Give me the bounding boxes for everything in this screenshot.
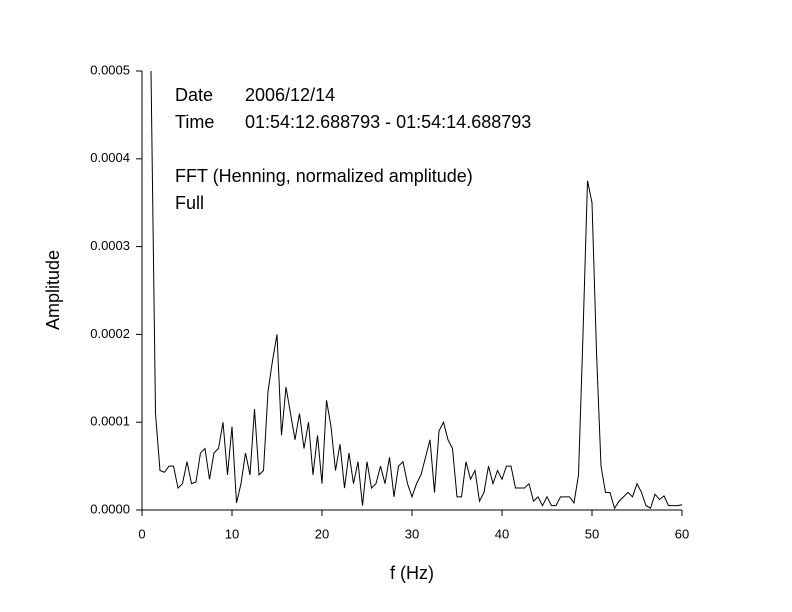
- y-axis-label: Amplitude: [43, 250, 63, 330]
- x-tick-label: 60: [675, 526, 689, 541]
- y-tick-label: 0.0004: [90, 150, 130, 165]
- y-tick-label: 0.0000: [90, 501, 130, 516]
- x-tick-label: 30: [405, 526, 419, 541]
- x-tick-label: 10: [225, 526, 239, 541]
- annotation-text: Full: [175, 193, 204, 213]
- annotation-text: 2006/12/14: [245, 85, 335, 105]
- annotation-text: FFT (Henning, normalized amplitude): [175, 166, 473, 186]
- x-tick-label: 0: [138, 526, 145, 541]
- annotation-label: Time: [175, 112, 214, 132]
- y-tick-label: 0.0002: [90, 326, 130, 341]
- annotation-text: 01:54:12.688793 - 01:54:14.688793: [245, 112, 531, 132]
- x-axis-label: f (Hz): [390, 563, 434, 583]
- y-tick-label: 0.0005: [90, 62, 130, 77]
- data-line: [150, 70, 683, 510]
- y-tick-label: 0.0003: [90, 238, 130, 253]
- annotation-label: Date: [175, 85, 213, 105]
- x-tick-label: 50: [585, 526, 599, 541]
- y-tick-label: 0.0001: [90, 414, 130, 429]
- x-tick-label: 40: [495, 526, 509, 541]
- x-tick-label: 20: [315, 526, 329, 541]
